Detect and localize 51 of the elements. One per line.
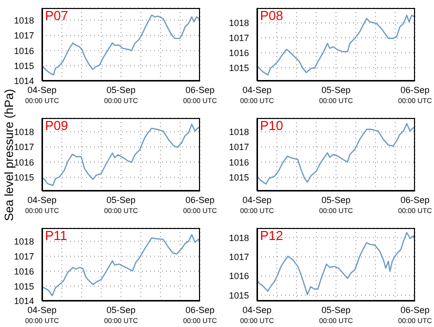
y-axis-title: Sea level pressure (hPa) [2, 88, 16, 221]
chart-title: P11 [45, 228, 68, 243]
y-tick-label: 1015 [228, 290, 249, 300]
y-tick-label: 1018 [14, 236, 34, 247]
y-tick-label: 1015 [228, 172, 249, 183]
y-tick-label: 1015 [228, 62, 249, 73]
x-tick-label: 06-Sep 00:00 UTC [183, 85, 217, 105]
y-tick-label: 1018 [228, 232, 249, 243]
chart-title: P08 [260, 8, 284, 23]
x-tick-label: 04-Sep 00:00 UTC [25, 85, 59, 105]
y-tick-label: 1017 [14, 252, 34, 262]
x-tick-label: 04-Sep 00:00 UTC [25, 305, 59, 325]
y-tick-label: 1016 [14, 46, 34, 56]
chart-title: P07 [45, 8, 68, 23]
y-tick-label: 1015 [14, 281, 34, 292]
y-tick-label: 1018 [14, 15, 34, 26]
x-tick-label: 06-Sep 00:00 UTC [398, 85, 432, 105]
y-tick-label: 1015 [14, 172, 34, 183]
y-tick-label: 1016 [228, 48, 249, 58]
y-tick-label: 1016 [228, 157, 249, 168]
chart-title: P09 [45, 118, 68, 133]
x-tick-label: 05-Sep 00:00 UTC [319, 85, 353, 105]
y-tick-label: 1018 [228, 126, 249, 137]
x-tick-label: 06-Sep 00:00 UTC [183, 195, 217, 215]
x-tick-label: 04-Sep 00:00 UTC [240, 305, 274, 325]
y-tick-label: 1017 [14, 30, 34, 41]
x-tick-label: 06-Sep 00:00 UTC [398, 305, 432, 325]
y-tick-label: 1017 [228, 32, 249, 43]
y-tick-label: 1018 [228, 18, 249, 28]
x-tick-label: 05-Sep 00:00 UTC [104, 85, 138, 105]
x-tick-label: 04-Sep 00:00 UTC [25, 195, 59, 215]
chart-title: P12 [260, 228, 284, 243]
x-tick-label: 05-Sep 00:00 UTC [319, 305, 353, 325]
x-tick-label: 04-Sep 00:00 UTC [240, 195, 274, 215]
x-tick-label: 04-Sep 00:00 UTC [240, 85, 274, 105]
y-tick-label: 1017 [228, 142, 249, 152]
x-tick-label: 05-Sep 00:00 UTC [104, 195, 138, 215]
y-tick-label: 1016 [14, 266, 34, 276]
y-tick-label: 1017 [14, 142, 34, 152]
y-tick-label: 1016 [228, 271, 249, 282]
y-tick-label: 1014 [14, 76, 34, 86]
y-tick-label: 1014 [14, 296, 34, 306]
x-tick-label: 06-Sep 00:00 UTC [398, 195, 432, 215]
y-tick-label: 1018 [14, 126, 34, 137]
x-tick-label: 05-Sep 00:00 UTC [104, 305, 138, 325]
y-tick-label: 1017 [228, 252, 249, 262]
x-tick-label: 05-Sep 00:00 UTC [319, 195, 353, 215]
chart-title: P10 [260, 118, 284, 133]
x-tick-label: 06-Sep 00:00 UTC [183, 305, 217, 325]
y-tick-label: 1016 [14, 157, 34, 168]
y-tick-label: 1015 [14, 60, 34, 71]
